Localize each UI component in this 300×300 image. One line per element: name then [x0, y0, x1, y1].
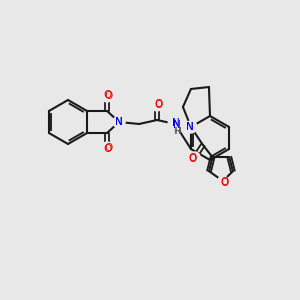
Text: O: O	[189, 154, 197, 164]
Text: N: N	[115, 117, 123, 127]
Text: N: N	[115, 117, 123, 127]
Circle shape	[113, 116, 125, 128]
Text: H: H	[174, 128, 180, 136]
Text: N: N	[173, 120, 181, 130]
Text: N: N	[186, 122, 194, 132]
Text: O: O	[154, 99, 162, 109]
Text: H: H	[173, 127, 179, 136]
Text: O: O	[103, 90, 111, 100]
Circle shape	[102, 92, 112, 102]
Text: O: O	[221, 177, 229, 187]
Text: O: O	[103, 144, 111, 154]
Text: O: O	[189, 153, 197, 163]
Circle shape	[168, 117, 182, 131]
Circle shape	[185, 121, 197, 133]
Text: O: O	[154, 100, 162, 110]
Text: O: O	[221, 178, 229, 188]
Circle shape	[102, 142, 112, 152]
Circle shape	[190, 152, 200, 162]
Circle shape	[152, 101, 162, 111]
Text: O: O	[104, 91, 112, 101]
Text: O: O	[104, 143, 112, 153]
Circle shape	[218, 176, 228, 186]
Text: N: N	[172, 118, 180, 128]
Text: N: N	[186, 122, 194, 132]
